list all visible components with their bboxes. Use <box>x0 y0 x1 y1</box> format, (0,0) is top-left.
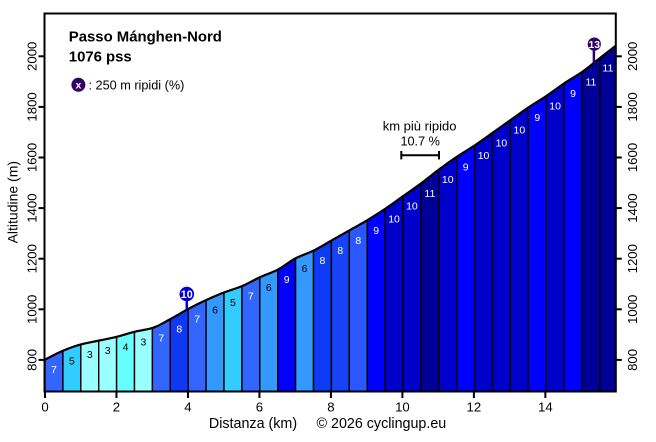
svg-text:10: 10 <box>514 125 526 137</box>
svg-text:6: 6 <box>256 400 263 415</box>
svg-text:7: 7 <box>51 364 57 376</box>
svg-text:x: x <box>75 80 81 92</box>
svg-text:800: 800 <box>625 349 640 371</box>
svg-text:3: 3 <box>105 345 111 357</box>
svg-text:8: 8 <box>320 255 326 267</box>
svg-text:Altitudine (m): Altitudine (m) <box>4 161 20 243</box>
svg-text:© 2026 cyclingup.eu: © 2026 cyclingup.eu <box>317 416 447 432</box>
svg-text:4: 4 <box>123 341 129 353</box>
svg-text:km più ripido: km più ripido <box>383 118 457 133</box>
svg-text:11: 11 <box>424 188 435 200</box>
svg-text:8: 8 <box>327 400 334 415</box>
svg-text:9: 9 <box>534 112 540 124</box>
svg-text:6: 6 <box>266 282 272 294</box>
svg-text:0: 0 <box>41 400 48 415</box>
svg-text:10: 10 <box>406 201 418 213</box>
svg-text:Passo Mánghen-Nord: Passo Mánghen-Nord <box>69 30 222 46</box>
svg-text:2000: 2000 <box>24 42 39 71</box>
svg-text:13: 13 <box>589 40 601 51</box>
svg-text:1600: 1600 <box>24 143 39 172</box>
svg-text:9: 9 <box>570 88 576 100</box>
svg-text:10: 10 <box>496 137 508 149</box>
svg-text:10: 10 <box>181 289 193 301</box>
svg-text:4: 4 <box>184 400 191 415</box>
svg-text:3: 3 <box>141 336 147 348</box>
svg-text:2: 2 <box>113 400 120 415</box>
svg-text:1800: 1800 <box>24 92 39 121</box>
svg-text:5: 5 <box>230 297 236 309</box>
svg-text:9: 9 <box>463 161 469 173</box>
svg-text:8: 8 <box>176 324 182 336</box>
svg-text:9: 9 <box>284 274 290 286</box>
svg-text:3: 3 <box>87 349 93 361</box>
svg-text:11: 11 <box>602 63 613 75</box>
svg-text:5: 5 <box>69 355 75 367</box>
svg-text:Distanza (km): Distanza (km) <box>209 416 297 432</box>
svg-text:1400: 1400 <box>625 193 640 222</box>
svg-text:10: 10 <box>388 213 400 225</box>
svg-text:6: 6 <box>302 263 308 275</box>
svg-text:2000: 2000 <box>625 42 640 71</box>
svg-text:10: 10 <box>442 174 454 186</box>
svg-text:: 250 m ripidi (%): : 250 m ripidi (%) <box>89 79 185 93</box>
svg-text:800: 800 <box>24 349 39 371</box>
svg-text:1200: 1200 <box>24 244 39 273</box>
svg-text:10: 10 <box>478 150 490 162</box>
svg-text:14: 14 <box>538 400 553 415</box>
svg-text:1200: 1200 <box>625 244 640 273</box>
svg-text:9: 9 <box>373 225 379 237</box>
svg-text:8: 8 <box>337 245 343 257</box>
svg-text:7: 7 <box>248 291 254 303</box>
svg-text:7: 7 <box>158 332 164 344</box>
svg-text:1000: 1000 <box>24 295 39 324</box>
svg-text:1600: 1600 <box>625 143 640 172</box>
svg-text:1400: 1400 <box>24 193 39 222</box>
svg-text:6: 6 <box>212 305 218 317</box>
svg-text:10: 10 <box>549 101 561 113</box>
svg-text:1076 pss: 1076 pss <box>69 49 132 65</box>
svg-text:1800: 1800 <box>625 92 640 121</box>
svg-text:10.7 %: 10.7 % <box>400 135 440 149</box>
svg-text:1000: 1000 <box>625 295 640 324</box>
svg-text:10: 10 <box>395 400 410 415</box>
svg-text:11: 11 <box>585 77 596 89</box>
svg-text:8: 8 <box>355 235 361 247</box>
svg-text:7: 7 <box>194 313 200 325</box>
svg-text:12: 12 <box>467 400 482 415</box>
